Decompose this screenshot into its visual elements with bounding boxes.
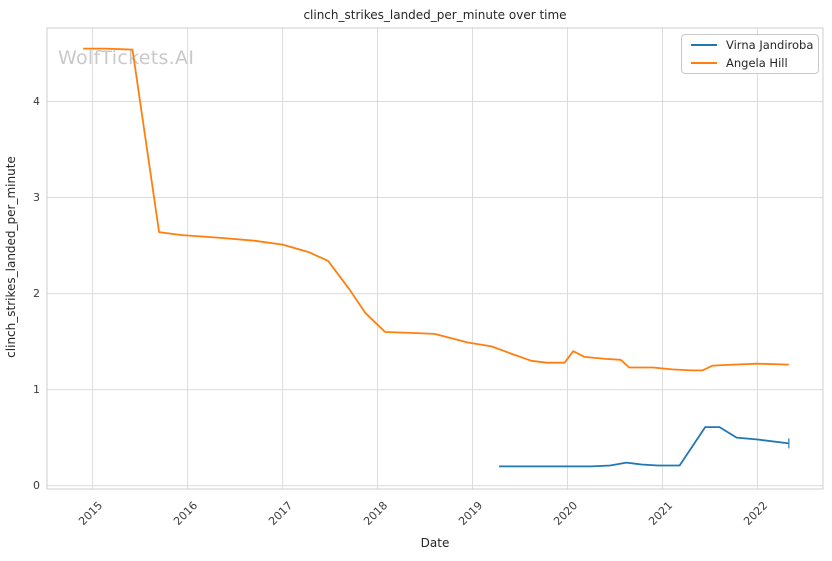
y-tick-label-2: 2 xyxy=(33,286,40,300)
y-tick-label-4: 4 xyxy=(33,94,40,108)
y-tick-label-0: 0 xyxy=(33,478,40,492)
y-tick-label-1: 1 xyxy=(33,382,40,396)
series-line-angela-hill xyxy=(83,47,789,372)
legend-line-blue-icon xyxy=(691,44,717,46)
chart-title: clinch_strikes_landed_per_minute over ti… xyxy=(303,8,567,22)
legend-item-angela-hill: Angela Hill xyxy=(691,56,810,70)
axes-spines xyxy=(46,27,824,490)
legend-label: Angela Hill xyxy=(726,56,788,70)
y-tick-label-3: 3 xyxy=(33,190,40,204)
legend-line-orange-icon xyxy=(691,62,717,64)
y-axis-label: clinch_strikes_landed_per_minute xyxy=(4,156,18,358)
x-axis-label: Date xyxy=(420,536,450,550)
series-line-virna-jandiroba xyxy=(499,426,789,468)
watermark: WolfTickets.AI xyxy=(58,47,195,69)
legend-label: Virna Jandiroba xyxy=(726,38,814,52)
legend: Virna Jandiroba Angela Hill xyxy=(681,34,819,74)
legend-item-virna-jandiroba: Virna Jandiroba xyxy=(691,38,814,52)
